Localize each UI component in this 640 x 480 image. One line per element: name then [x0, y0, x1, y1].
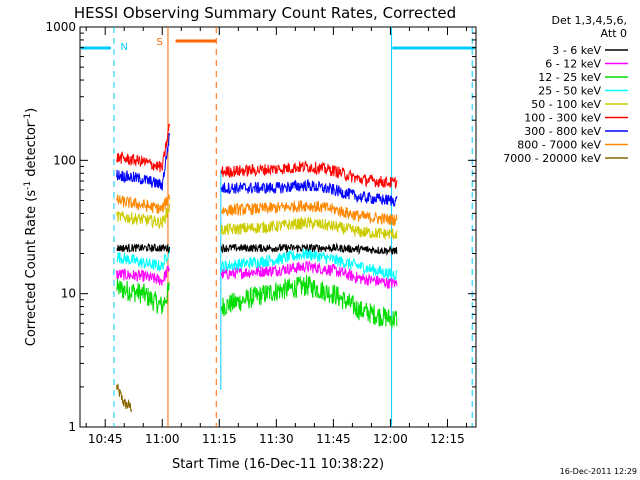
- legend-entry-label: 12 - 25 keV: [538, 71, 601, 84]
- x-tick-label: 12:00: [373, 432, 408, 446]
- series-line-6: [220, 178, 398, 207]
- night-label: N: [120, 42, 127, 53]
- legend-entry-label: 25 - 50 keV: [538, 85, 601, 98]
- series-line-5: [220, 160, 398, 189]
- series-line-7: [220, 200, 398, 227]
- series-line-5: [116, 123, 171, 173]
- y-axis-ticks: 1 10 100 1000: [45, 20, 476, 434]
- series-line-3: [220, 247, 398, 282]
- legend-header: Det 1,3,4,5,6,: [551, 14, 627, 27]
- series-line-4: [220, 216, 398, 240]
- x-tick-label: 11:45: [316, 432, 351, 446]
- saa-label: S: [157, 37, 163, 48]
- legend-header: Att 0: [601, 27, 627, 40]
- legend-entry-label: 800 - 7000 keV: [517, 139, 601, 152]
- series-line-8: [116, 383, 133, 413]
- generation-timestamp: 16-Dec-2011 12:29: [560, 467, 637, 476]
- series-line-4: [116, 203, 171, 230]
- series-line-2: [116, 278, 170, 315]
- series-line-1: [116, 264, 171, 286]
- series-line-0: [116, 242, 171, 254]
- series-layer: [116, 123, 398, 413]
- y-tick-label: 100: [53, 153, 76, 167]
- plot-frame: [79, 26, 477, 428]
- x-axis-ticks: 10:45 11:00 11:15 11:30 11:45 12:00 12:15: [85, 27, 467, 446]
- y-axis-label: Corrected Count Rate (s-1 detector-1): [23, 108, 39, 346]
- y-tick-label: 1: [68, 420, 76, 434]
- series-line-3: [116, 246, 171, 272]
- x-tick-label: 11:00: [145, 432, 180, 446]
- series-line-6: [116, 132, 171, 191]
- legend-entry-label: 300 - 800 keV: [524, 125, 601, 138]
- y-tick-label: 1000: [45, 20, 76, 34]
- x-tick-label: 11:30: [259, 432, 294, 446]
- x-tick-label: 10:45: [88, 432, 123, 446]
- x-tick-label: 12:15: [430, 432, 465, 446]
- series-line-7: [116, 194, 171, 215]
- legend-entry-label: 3 - 6 keV: [552, 44, 601, 57]
- legend-entry-label: 100 - 300 keV: [524, 112, 601, 125]
- x-tick-label: 11:15: [202, 432, 237, 446]
- series-line-0: [220, 242, 398, 257]
- x-axis-label: Start Time (16-Dec-11 10:38:22): [172, 457, 384, 472]
- legend-entry-label: 50 - 100 keV: [531, 98, 601, 111]
- y-tick-label: 10: [61, 287, 76, 301]
- series-line-2: [220, 275, 398, 329]
- legend-entry-label: 6 - 12 keV: [545, 58, 601, 71]
- legend-entry-label: 7000 - 20000 keV: [503, 152, 601, 165]
- series-line-1: [220, 261, 398, 289]
- chart-title: HESSI Observing Summary Count Rates, Cor…: [74, 4, 456, 22]
